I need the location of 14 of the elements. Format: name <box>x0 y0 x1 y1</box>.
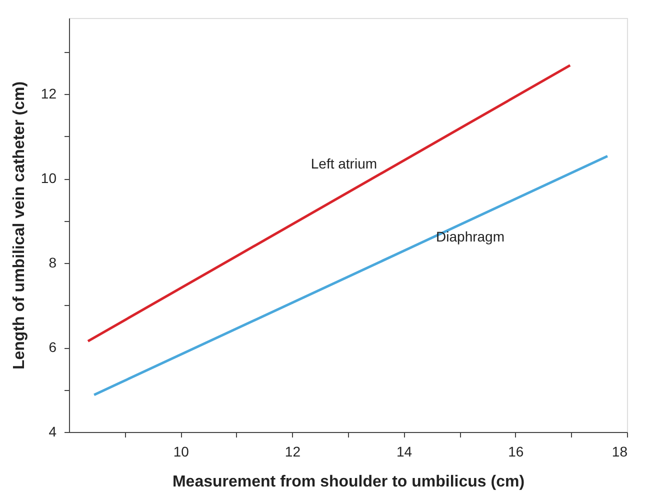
y-axis-title: Length of umbilical vein catheter (cm) <box>10 81 28 370</box>
x-axis-title: Measurement from shoulder to umbilicus (cm) <box>172 474 525 490</box>
series-label: Diaphragm <box>436 228 505 244</box>
x-tick-label: 14 <box>396 444 412 460</box>
x-tick-label: 18 <box>612 444 628 460</box>
y-tick-label: 4 <box>48 424 57 440</box>
series-label: Left atrium <box>310 156 378 172</box>
y-tick-label: 10 <box>40 170 57 186</box>
x-tick-label: 10 <box>173 444 190 460</box>
y-tick-label: 12 <box>40 86 57 102</box>
x-tick-label: 16 <box>508 444 524 460</box>
x-tick-label: 12 <box>284 444 301 460</box>
y-tick-label: 8 <box>48 254 57 271</box>
y-tick-label: 6 <box>48 339 57 356</box>
